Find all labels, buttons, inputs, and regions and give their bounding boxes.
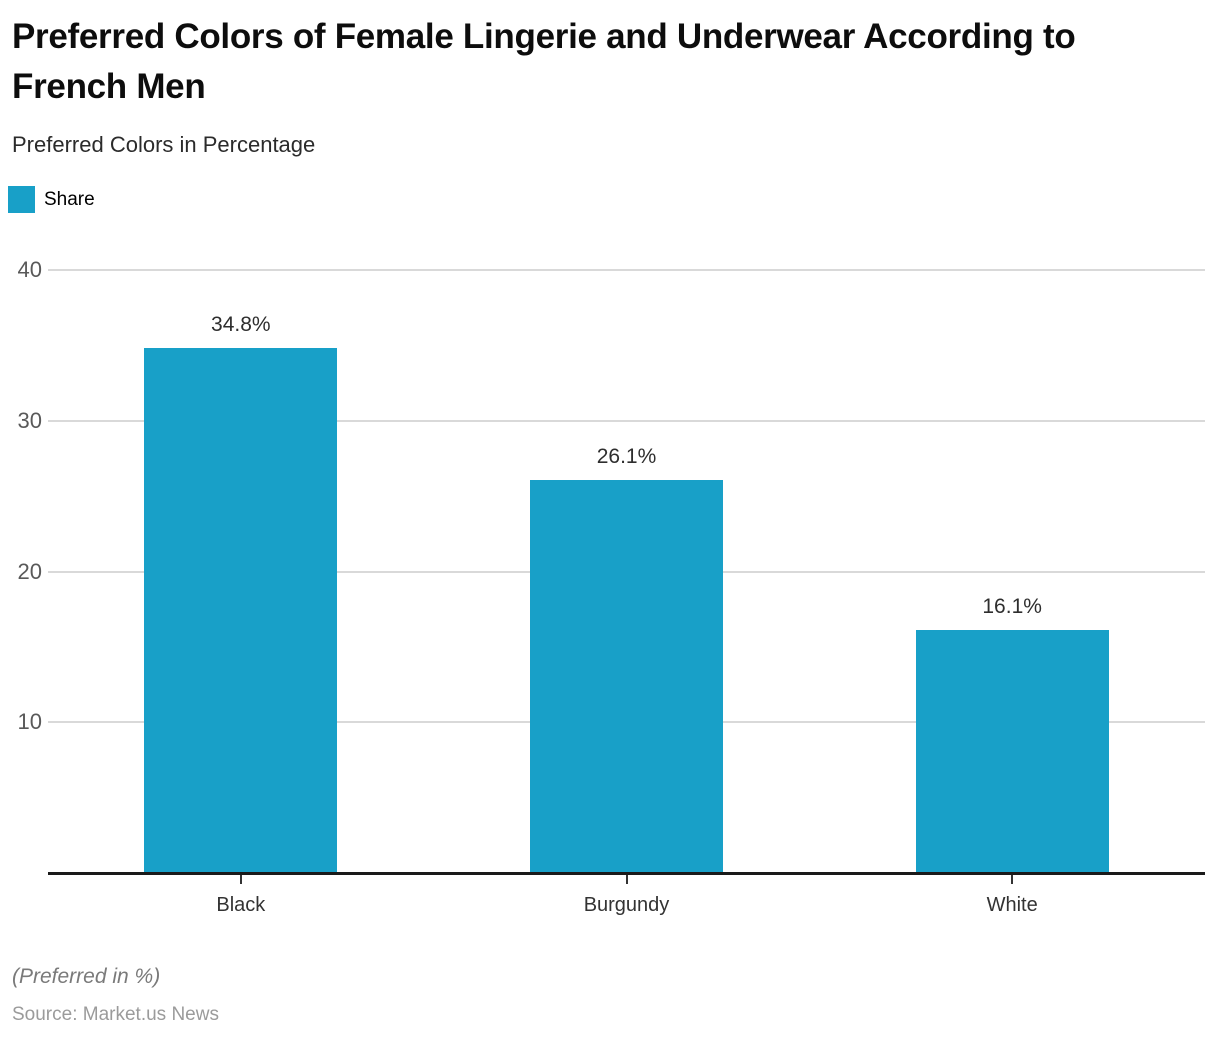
chart-title: Preferred Colors of Female Lingerie and … — [12, 17, 1076, 106]
gridline — [48, 419, 1205, 422]
bar[interactable] — [144, 348, 338, 873]
chart-subtitle: Preferred Colors in Percentage — [12, 132, 316, 157]
category-label: Black — [216, 894, 266, 916]
x-axis-tick — [625, 875, 628, 884]
x-axis-tick — [1011, 875, 1014, 884]
bar[interactable] — [530, 479, 723, 873]
category-label: Burgundy — [583, 894, 670, 916]
gridline — [48, 269, 1205, 271]
legend-swatch-icon — [8, 186, 35, 213]
chart-source: Source: Market.us News — [12, 1004, 219, 1025]
y-axis-tick-label: 40 — [17, 257, 42, 282]
category-label: White — [986, 894, 1038, 916]
legend-label: Share — [44, 188, 95, 210]
y-axis-tick-label: 10 — [17, 709, 42, 735]
y-axis-tick-label: 20 — [17, 558, 42, 584]
x-axis-line — [48, 872, 1205, 875]
x-axis-tick — [239, 875, 242, 884]
chart-footnote: (Preferred in %) — [12, 965, 161, 988]
y-axis-tick-label: 30 — [17, 407, 42, 433]
bar-value-label: 16.1% — [982, 595, 1042, 619]
bar[interactable] — [915, 630, 1109, 873]
legend[interactable]: Share — [8, 186, 95, 213]
bar-value-label: 34.8% — [211, 313, 271, 337]
bar-value-label: 26.1% — [596, 444, 657, 468]
